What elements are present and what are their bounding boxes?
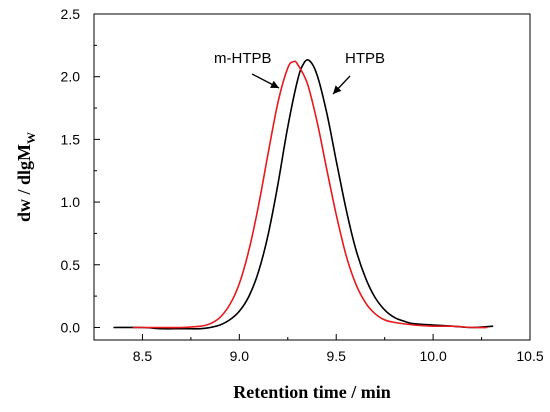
x-tick-label: 8.5 <box>133 348 153 364</box>
y-tick-label: 0.0 <box>61 319 81 335</box>
annotation-layer: m-HTPB HTPB <box>214 50 385 95</box>
x-tick-label: 10.5 <box>516 348 543 364</box>
plot-frame <box>93 13 531 341</box>
y-tick-label: 2.5 <box>61 6 81 22</box>
plot-area <box>93 13 531 341</box>
annotation-htpb-label: HTPB <box>345 50 385 67</box>
x-tick-label: 10.0 <box>419 348 446 364</box>
y-axis-title-main: dw / dlgM <box>14 144 34 222</box>
y-axis-ticks: 0.0 0.5 1.0 1.5 2.0 2.5 <box>61 6 100 335</box>
series-line-htpb <box>113 59 494 330</box>
series-layer <box>113 59 494 330</box>
annotation-htpb-arrowhead <box>333 85 342 94</box>
y-tick-label: 2.0 <box>61 69 81 85</box>
y-tick-label: 0.5 <box>61 257 81 273</box>
annotation-m-htpb-arrowhead <box>270 80 279 88</box>
y-axis-title-subscript: W <box>24 132 38 144</box>
x-tick-label: 9.0 <box>230 348 250 364</box>
y-tick-label: 1.5 <box>61 131 81 147</box>
x-axis-title: Retention time / min <box>233 382 390 402</box>
y-tick-label: 1.0 <box>61 194 81 210</box>
x-tick-label: 9.5 <box>326 348 346 364</box>
y-axis-title: dw / dlgMW <box>14 132 38 222</box>
x-axis-ticks: 8.5 9.0 9.5 10.0 10.5 <box>93 334 544 364</box>
annotation-m-htpb-label: m-HTPB <box>214 50 272 67</box>
series-line-m-htpb <box>132 60 488 329</box>
